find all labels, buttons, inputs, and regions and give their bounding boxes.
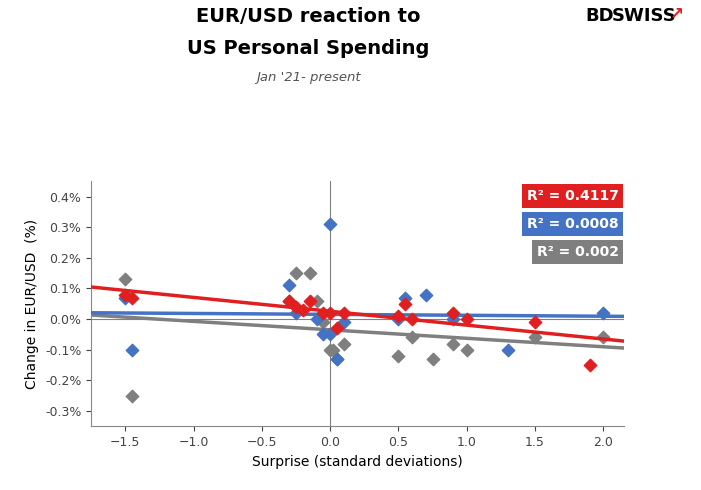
Point xyxy=(325,309,336,317)
Point xyxy=(400,294,411,302)
Point xyxy=(393,352,404,360)
Point xyxy=(126,392,137,400)
Point xyxy=(393,315,404,323)
Point xyxy=(311,297,322,305)
Point xyxy=(284,297,295,305)
Point xyxy=(290,309,301,317)
Y-axis label: Change in EUR/USD  (%): Change in EUR/USD (%) xyxy=(25,219,39,389)
Point xyxy=(120,291,131,298)
Point xyxy=(318,309,329,317)
Text: Jan '21- present: Jan '21- present xyxy=(256,71,361,84)
Point xyxy=(598,334,609,342)
Point xyxy=(290,303,301,311)
Point xyxy=(325,220,336,228)
Text: R² = 0.002: R² = 0.002 xyxy=(536,245,618,259)
Point xyxy=(461,315,472,323)
Text: BD: BD xyxy=(585,7,614,25)
Point xyxy=(339,318,350,326)
Point xyxy=(447,340,458,347)
Point xyxy=(420,291,431,298)
Point xyxy=(339,340,350,347)
Text: EUR/USD reaction to: EUR/USD reaction to xyxy=(196,7,421,26)
Text: R² = 0.4117: R² = 0.4117 xyxy=(526,189,618,203)
Text: R² = 0.0008: R² = 0.0008 xyxy=(527,217,618,231)
Point xyxy=(325,330,336,338)
Point xyxy=(311,315,322,323)
Point xyxy=(461,346,472,354)
Point xyxy=(304,270,315,277)
Point xyxy=(427,355,438,363)
Point xyxy=(407,334,418,342)
Point xyxy=(529,318,540,326)
Point xyxy=(332,355,343,363)
Point xyxy=(304,297,315,305)
Point xyxy=(339,309,350,317)
Point xyxy=(332,355,343,363)
Point xyxy=(400,300,411,308)
Point xyxy=(297,306,308,314)
Point xyxy=(584,361,595,369)
Point xyxy=(120,294,131,302)
Text: ↗: ↗ xyxy=(669,5,683,23)
Point xyxy=(290,270,301,277)
Text: US Personal Spending: US Personal Spending xyxy=(187,39,430,58)
X-axis label: Surprise (standard deviations): Surprise (standard deviations) xyxy=(252,455,463,468)
Point xyxy=(529,334,540,342)
Point xyxy=(126,294,137,302)
Point xyxy=(120,275,131,283)
Point xyxy=(327,346,339,354)
Point xyxy=(393,312,404,320)
Point xyxy=(502,346,513,354)
Point xyxy=(318,330,329,338)
Point xyxy=(332,324,343,332)
Point xyxy=(447,315,458,323)
Point xyxy=(284,281,295,289)
Point xyxy=(126,346,137,354)
Point xyxy=(318,318,329,326)
Point xyxy=(598,309,609,317)
Point xyxy=(447,309,458,317)
Text: SWISS: SWISS xyxy=(611,7,676,25)
Point xyxy=(325,346,336,354)
Point xyxy=(284,297,295,305)
Point xyxy=(407,315,418,323)
